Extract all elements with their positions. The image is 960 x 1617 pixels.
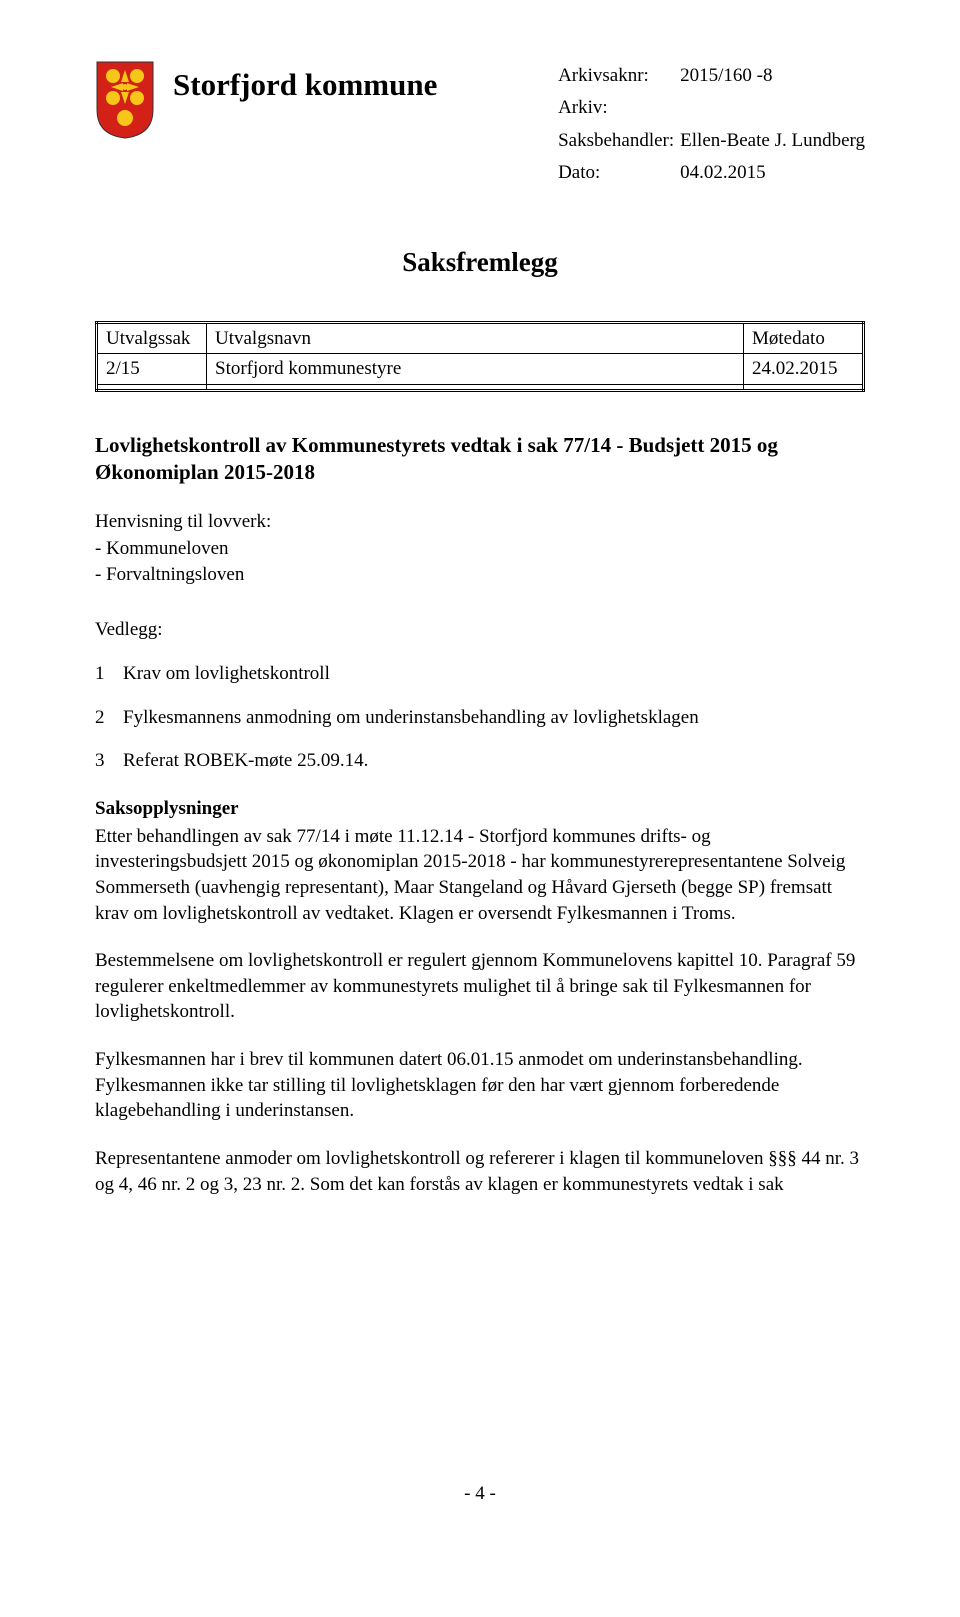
- table-cell: [207, 384, 744, 390]
- arkivsaknr-value: 2015/160 -8: [680, 60, 865, 92]
- body-paragraph: Representantene anmoder om lovlighetskon…: [95, 1146, 865, 1197]
- saksbehandler-label: Saksbehandler:: [558, 125, 674, 157]
- document-header: Storfjord kommune Arkivsaknr: 2015/160 -…: [95, 60, 865, 189]
- vedlegg-item: 2 Fylkesmannens anmodning om underinstan…: [95, 705, 865, 731]
- meta-block: Arkivsaknr: 2015/160 -8 Arkiv: Saksbehan…: [558, 60, 865, 189]
- henvisning-item: - Kommuneloven: [95, 536, 865, 562]
- kommune-title: Storfjord kommune: [173, 64, 437, 106]
- vedlegg-text: Fylkesmannens anmodning om underinstansb…: [123, 705, 699, 731]
- vedlegg-item: 3 Referat ROBEK-møte 25.09.14.: [95, 748, 865, 774]
- body-paragraph: Etter behandlingen av sak 77/14 i møte 1…: [95, 824, 865, 927]
- table-cell: 24.02.2015: [744, 354, 864, 385]
- saksbehandler-value: Ellen-Beate J. Lundberg: [680, 125, 865, 157]
- henvisning-item: - Forvaltningsloven: [95, 562, 865, 588]
- vedlegg-block: Vedlegg: 1 Krav om lovlighetskontroll 2 …: [95, 617, 865, 774]
- table-cell: [744, 384, 864, 390]
- arkivsaknr-label: Arkivsaknr:: [558, 60, 674, 92]
- case-table: Utvalgssak Utvalgsnavn Møtedato 2/15 Sto…: [95, 321, 865, 392]
- table-header-cell: Utvalgsnavn: [207, 322, 744, 354]
- table-header-row: Utvalgssak Utvalgsnavn Møtedato: [97, 322, 864, 354]
- table-cell: [97, 384, 207, 390]
- vedlegg-num: 3: [95, 748, 123, 774]
- table-row: 2/15 Storfjord kommunestyre 24.02.2015: [97, 354, 864, 385]
- saksopplysninger-label: Saksopplysninger: [95, 796, 865, 822]
- arkiv-value: [680, 92, 865, 124]
- table-row: [97, 384, 864, 390]
- vedlegg-text: Referat ROBEK-møte 25.09.14.: [123, 748, 368, 774]
- henvisning-label: Henvisning til lovverk:: [95, 509, 865, 535]
- section-heading: Lovlighetskontroll av Kommunestyrets ved…: [95, 432, 865, 487]
- logo-area: Storfjord kommune: [95, 60, 558, 140]
- vedlegg-num: 2: [95, 705, 123, 731]
- dato-label: Dato:: [558, 157, 674, 189]
- vedlegg-num: 1: [95, 661, 123, 687]
- henvisning-block: Henvisning til lovverk: - Kommuneloven -…: [95, 509, 865, 588]
- vedlegg-text: Krav om lovlighetskontroll: [123, 661, 330, 687]
- vedlegg-label: Vedlegg:: [95, 617, 865, 643]
- table-cell: Storfjord kommunestyre: [207, 354, 744, 385]
- shield-icon: [95, 60, 155, 140]
- vedlegg-item: 1 Krav om lovlighetskontroll: [95, 661, 865, 687]
- table-header-cell: Møtedato: [744, 322, 864, 354]
- page-number: - 4 -: [464, 1481, 496, 1507]
- body-paragraph: Fylkesmannen har i brev til kommunen dat…: [95, 1047, 865, 1124]
- dato-value: 04.02.2015: [680, 157, 865, 189]
- arkiv-label: Arkiv:: [558, 92, 674, 124]
- table-header-cell: Utvalgssak: [97, 322, 207, 354]
- main-title: Saksfremlegg: [95, 244, 865, 280]
- body-paragraph: Bestemmelsene om lovlighetskontroll er r…: [95, 948, 865, 1025]
- table-cell: 2/15: [97, 354, 207, 385]
